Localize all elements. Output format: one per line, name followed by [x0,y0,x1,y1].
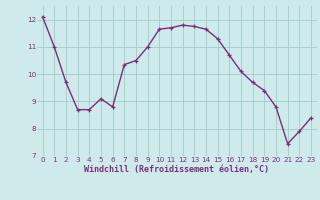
X-axis label: Windchill (Refroidissement éolien,°C): Windchill (Refroidissement éolien,°C) [84,165,269,174]
